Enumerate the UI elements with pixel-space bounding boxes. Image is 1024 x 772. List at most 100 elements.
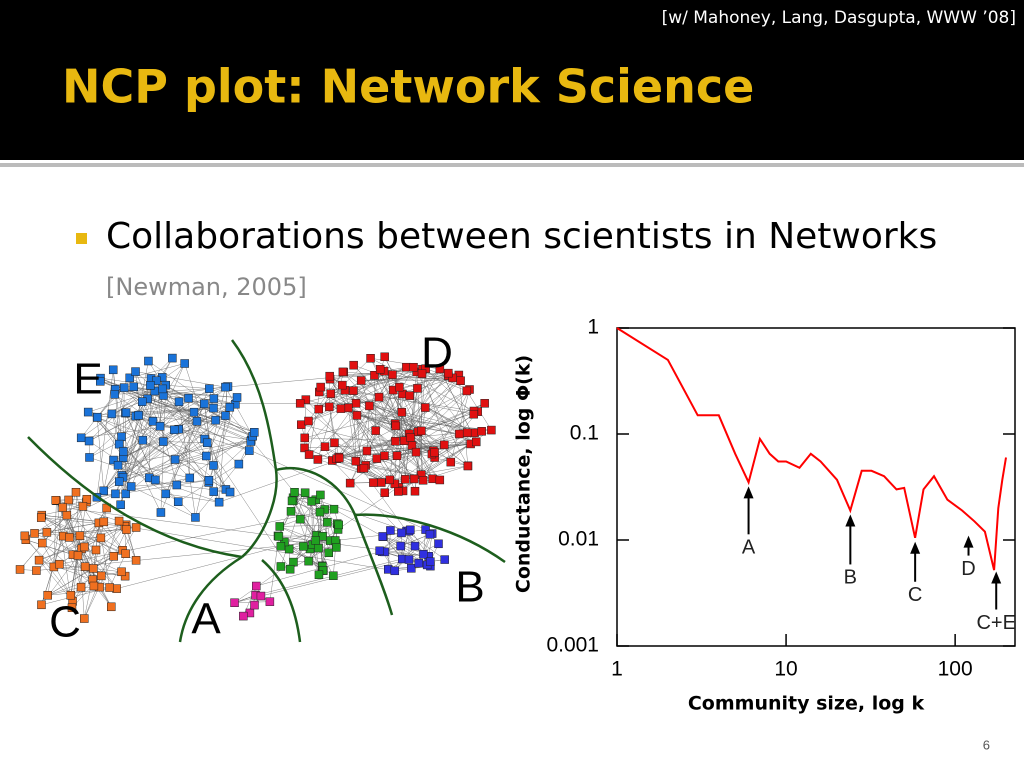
node (352, 399, 360, 407)
y-tick-label: 1 (587, 316, 599, 339)
node (301, 434, 309, 442)
node (55, 560, 63, 568)
node (377, 479, 385, 487)
node (316, 508, 324, 516)
node (464, 462, 472, 470)
node (144, 357, 152, 365)
node (83, 495, 91, 503)
node (205, 385, 213, 393)
node (481, 399, 489, 407)
node (85, 437, 93, 445)
node (277, 542, 285, 550)
node (301, 489, 309, 497)
node (447, 458, 455, 466)
cluster-label: D (421, 329, 453, 378)
node (115, 440, 123, 448)
node (405, 556, 413, 564)
node (174, 498, 182, 506)
node (252, 582, 260, 590)
node (111, 390, 119, 398)
node (410, 363, 418, 371)
node (317, 383, 325, 391)
node (393, 452, 401, 460)
node (130, 383, 138, 391)
slide-title: NCP plot: Network Science (62, 60, 754, 114)
node (321, 443, 329, 451)
edge (113, 370, 121, 437)
node (360, 464, 368, 472)
node (441, 556, 449, 564)
node (314, 544, 322, 552)
node (291, 488, 299, 496)
node (411, 542, 419, 550)
node (109, 366, 117, 374)
cluster-label: B (455, 563, 484, 612)
node (221, 412, 229, 420)
node (346, 479, 354, 487)
node (332, 543, 340, 551)
node (92, 546, 100, 554)
arrow-head (964, 536, 974, 548)
node (337, 405, 345, 413)
node (215, 498, 223, 506)
node (315, 571, 323, 579)
node (419, 550, 427, 558)
node (429, 475, 437, 483)
node (327, 390, 335, 398)
node (472, 438, 480, 446)
node (65, 496, 73, 504)
node (296, 515, 304, 523)
node (202, 452, 210, 460)
edge (155, 420, 215, 480)
node (16, 565, 24, 573)
node (381, 353, 389, 361)
edge (56, 500, 100, 587)
node (151, 476, 159, 484)
node (59, 504, 67, 512)
node (363, 447, 371, 455)
node (380, 452, 388, 460)
node (455, 430, 463, 438)
node (397, 529, 405, 537)
node (352, 457, 360, 465)
node (411, 487, 419, 495)
node (353, 411, 361, 419)
node (329, 572, 337, 580)
node (367, 354, 375, 362)
node (397, 542, 405, 550)
node (436, 476, 444, 484)
node (372, 427, 380, 435)
node (63, 511, 71, 519)
annotation-label: C+E (976, 612, 1015, 634)
node (200, 400, 208, 408)
node (122, 490, 130, 498)
arrow-head (845, 514, 855, 526)
node (463, 429, 471, 437)
cluster-label: E (73, 355, 102, 404)
node (132, 523, 140, 531)
node (107, 603, 115, 611)
node (43, 528, 51, 536)
node (74, 551, 82, 559)
node (275, 532, 283, 540)
node (410, 475, 418, 483)
node (392, 422, 400, 430)
node (478, 427, 486, 435)
y-axis-label: Conductance, log Φ(k) (513, 355, 535, 593)
node (205, 476, 213, 484)
cluster-label: C (49, 598, 81, 647)
node (239, 612, 247, 620)
node (308, 497, 316, 505)
node (80, 615, 88, 623)
node (100, 518, 108, 526)
node (81, 563, 89, 571)
node (330, 505, 338, 513)
ncp-line (617, 328, 1006, 570)
node (72, 488, 80, 496)
node (407, 564, 415, 572)
node (156, 422, 164, 430)
node (115, 517, 123, 525)
node (85, 453, 93, 461)
node (175, 398, 183, 406)
node (221, 383, 229, 391)
